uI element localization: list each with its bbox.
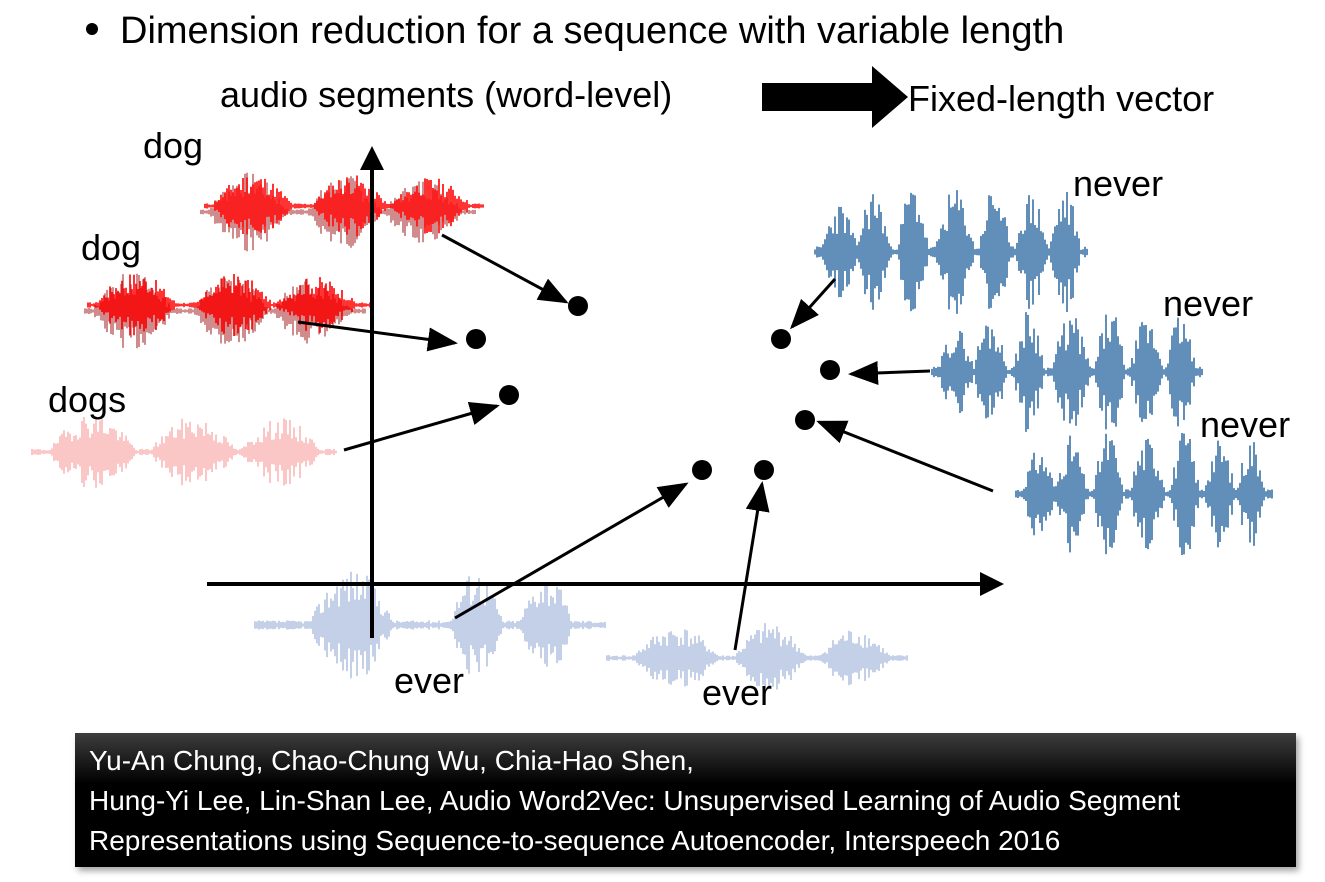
label-dogs: dogs xyxy=(48,379,127,420)
citation-line-1: Yu-An Chung, Chao-Chung Wu, Chia-Hao She… xyxy=(89,745,694,776)
point-dogs xyxy=(499,385,519,405)
arrow-dogs xyxy=(343,401,500,452)
label-never-3: never xyxy=(1200,404,1291,445)
output-label: Fixed-length vector xyxy=(908,78,1215,119)
waveform-dog-1 xyxy=(204,175,484,237)
label-never-2: never xyxy=(1163,283,1254,324)
arrow-never3 xyxy=(816,420,994,493)
embedding-diagram xyxy=(31,146,1273,693)
arrow-never2 xyxy=(848,360,931,385)
point-ever2 xyxy=(754,460,774,480)
label-dog-1: dog xyxy=(143,125,204,166)
waveform-dog-1-shadow xyxy=(200,172,476,252)
waveform-ever-2 xyxy=(606,623,908,693)
point-ever1 xyxy=(692,460,712,480)
input-label: audio segments (word-level) xyxy=(220,74,673,115)
point-never2 xyxy=(820,360,840,380)
label-ever-2: ever xyxy=(702,672,773,713)
citation-box: Yu-An Chung, Chao-Chung Wu, Chia-Hao She… xyxy=(75,733,1296,867)
arrow-dog2 xyxy=(297,320,458,352)
arrow-ever2 xyxy=(733,481,770,651)
bullet-text: Dimension reduction for a sequence with … xyxy=(120,10,1065,52)
label-ever-1: ever xyxy=(394,660,465,701)
label-dog-2: dog xyxy=(81,227,142,268)
arrow-ever1 xyxy=(454,482,689,620)
point-never1 xyxy=(771,329,791,349)
point-never3 xyxy=(795,410,815,430)
waveform-never-3 xyxy=(1015,433,1273,555)
point-dog1 xyxy=(568,296,588,316)
bullet-heading: Dimension reduction for a sequence with … xyxy=(86,8,1064,54)
waveform-dog-2-shadow xyxy=(84,273,366,349)
arrow-never1 xyxy=(789,277,837,330)
mapping-arrow-icon xyxy=(762,66,908,128)
waveform-never-1 xyxy=(814,190,1088,314)
citation-line-3: Representations using Sequence-to-sequen… xyxy=(89,825,1061,856)
point-dog2 xyxy=(466,329,486,349)
waveform-dog-2 xyxy=(87,273,371,337)
arrow-dog1 xyxy=(441,233,569,304)
bullet-dot xyxy=(86,22,98,35)
citation-line-2: Hung-Yi Lee, Lin-Shan Lee, Audio Word2Ve… xyxy=(89,785,1181,816)
waveform-never-2 xyxy=(931,312,1203,432)
label-never-1: never xyxy=(1073,163,1164,204)
waveform-dogs xyxy=(31,416,337,488)
